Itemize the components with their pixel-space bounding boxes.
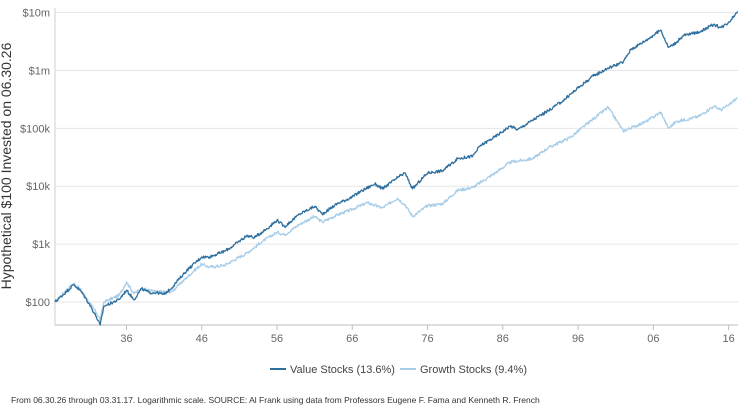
gridlines	[54, 8, 738, 330]
y-tick-labels: $100 $1k $10k $100k $1m $10m	[20, 8, 50, 309]
y-tick-label: $100k	[20, 123, 50, 135]
x-tick-labels: 36 46 56 66 76 86 96 06 16	[120, 333, 734, 345]
x-tick-label: 96	[572, 333, 584, 345]
y-tick-label: $10k	[26, 181, 50, 193]
legend-label: Value Stocks (13.6%)	[290, 364, 395, 376]
x-tick-label: 56	[271, 333, 283, 345]
x-tick-label: 06	[647, 333, 659, 345]
series-line-growth	[54, 96, 738, 321]
legend: Value Stocks (13.6%) Growth Stocks (9.4%)	[270, 364, 527, 376]
x-tick-label: 66	[346, 333, 358, 345]
y-axis-title: Hypothetical $100 Invested on 06.30.26	[0, 42, 14, 289]
legend-label: Growth Stocks (9.4%)	[420, 364, 527, 376]
series-lines	[54, 11, 739, 326]
y-tick-label: $1k	[32, 239, 50, 251]
x-tick-label: 86	[497, 333, 509, 345]
y-tick-label: $100	[26, 297, 50, 309]
x-tick-label: 76	[421, 333, 433, 345]
x-tick-label: 16	[722, 333, 734, 345]
y-tick-label: $10m	[22, 8, 50, 20]
x-tick-label: 46	[196, 333, 208, 345]
series-line-value	[54, 11, 739, 326]
x-tick-label: 36	[120, 333, 132, 345]
y-tick-label: $1m	[29, 65, 50, 77]
footnote: From 06.30.26 through 03.31.17. Logarith…	[11, 395, 540, 405]
